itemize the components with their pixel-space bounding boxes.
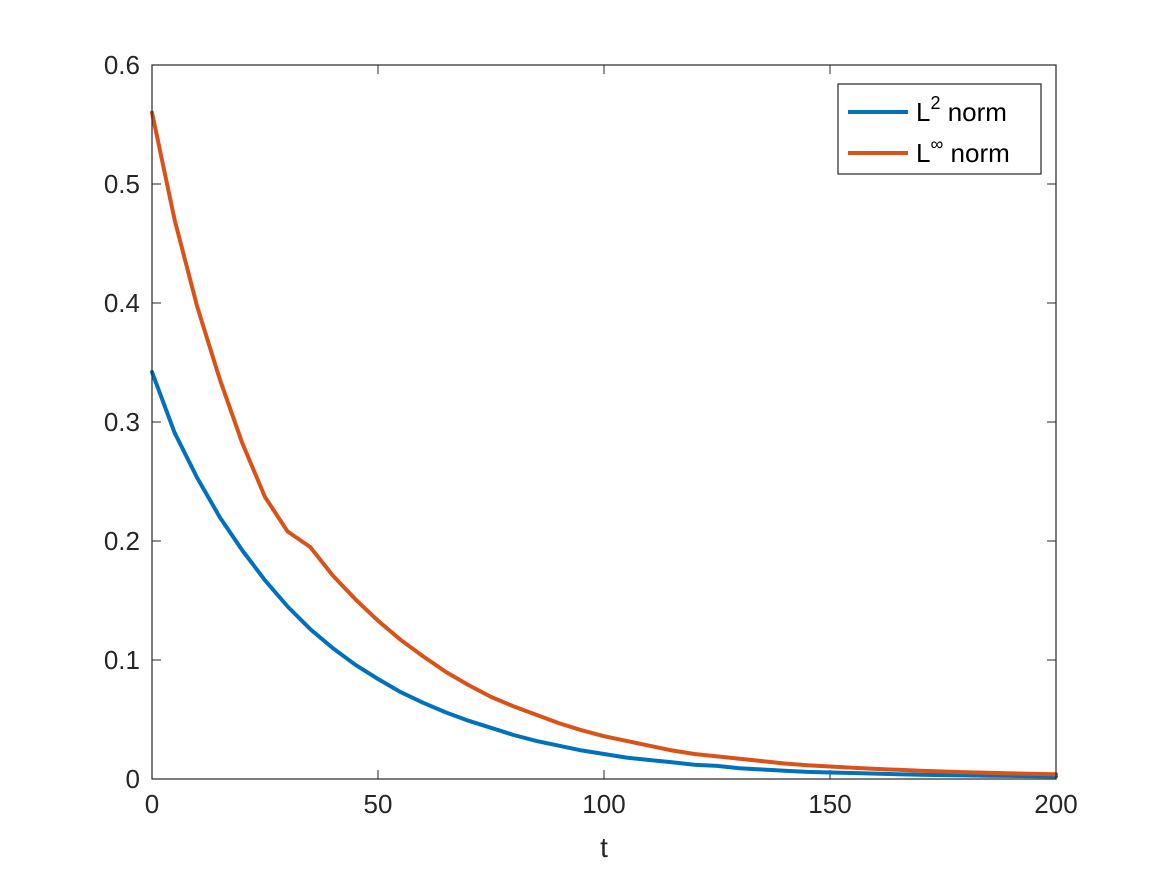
legend-base: L (916, 138, 930, 168)
legend-suffix: norm (943, 138, 1009, 168)
legend-superscript: 2 (930, 93, 940, 113)
x-axis-label: t (600, 832, 608, 863)
y-tick-label: 0.5 (104, 169, 140, 199)
y-tick-label: 0.4 (104, 288, 140, 318)
x-tick-label: 100 (582, 789, 625, 819)
axis-ticks: 0 50 100 150 200 0 0.1 0.2 0.3 0.4 0.5 0.6 (104, 50, 1078, 819)
x-tick-label: 200 (1034, 789, 1077, 819)
x-tick-label: 150 (808, 789, 851, 819)
legend-suffix: norm (940, 97, 1006, 127)
legend-entry-0: L2 norm (916, 93, 1007, 127)
series-line-0 (150, 370, 1058, 779)
y-tick-label: 0.1 (104, 645, 140, 675)
legend-box (837, 83, 1042, 175)
y-tick-label: 0.3 (104, 407, 140, 437)
plot-area (152, 65, 1056, 779)
series-line-1 (150, 110, 1058, 777)
legend-entry-1: L∞ norm (916, 134, 1010, 168)
axes-box (151, 64, 1057, 780)
y-tick-label: 0.2 (104, 526, 140, 556)
legend-base: L (916, 97, 930, 127)
x-tick-label: 50 (364, 789, 393, 819)
legend-superscript: ∞ (930, 134, 943, 154)
y-tick-label: 0.6 (104, 50, 140, 80)
x-tick-label: 0 (145, 789, 159, 819)
y-tick-label: 0 (126, 764, 140, 794)
plot-background (152, 65, 1056, 779)
series-lines (150, 110, 1058, 779)
axes-frame (151, 64, 1057, 780)
